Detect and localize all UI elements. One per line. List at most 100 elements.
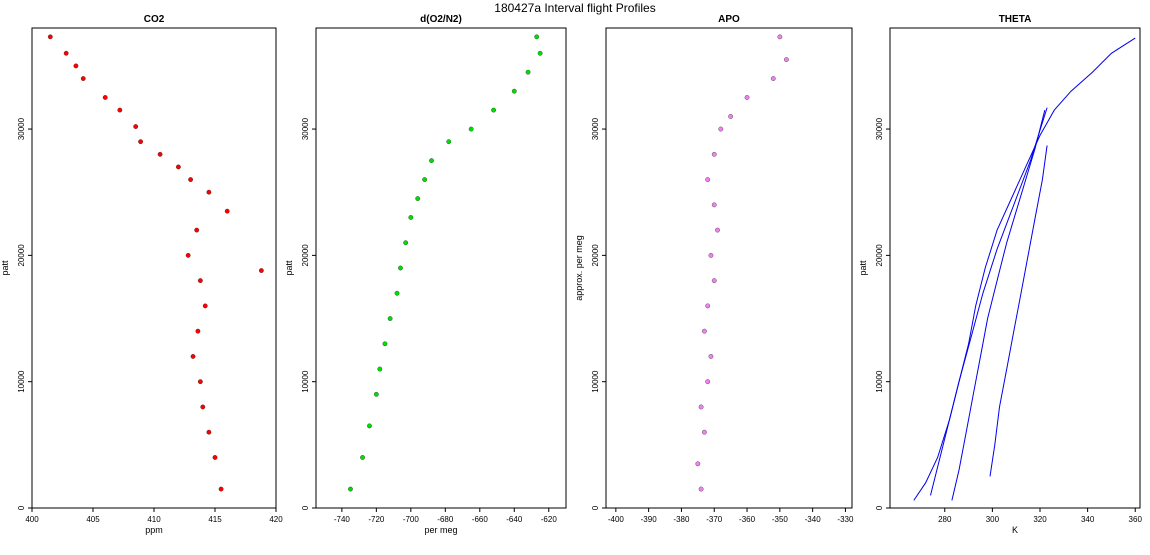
data-point: [715, 227, 720, 233]
x-tick-label: -390: [641, 515, 658, 524]
y-tick-label: 0: [301, 505, 310, 510]
data-point: [377, 366, 383, 372]
x-tick-label: -680: [437, 515, 454, 524]
panel-title: CO2: [144, 14, 165, 25]
data-point: [200, 404, 206, 410]
plot-frame: [889, 27, 1141, 509]
data-point: [429, 158, 434, 163]
y-axis-label: patt: [858, 260, 868, 276]
panel-title: d(O2/N2): [420, 14, 462, 25]
x-tick-label: -350: [772, 515, 789, 524]
x-tick-label: -330: [837, 515, 854, 524]
x-tick-label: -360: [739, 515, 756, 524]
x-tick-label: -340: [805, 515, 822, 524]
y-tick-label: 20000: [301, 244, 310, 267]
data-point: [394, 290, 400, 296]
data-line-3: [989, 145, 1048, 477]
y-tick-label: 10000: [301, 370, 310, 393]
data-layer: [695, 34, 789, 492]
data-line-1: [913, 37, 1136, 501]
data-point: [702, 429, 707, 435]
panel-4: THETA 280 300 320 340 360 0 10000 20000 30000 Kpat…: [858, 14, 1142, 535]
data-point: [360, 455, 365, 460]
x-axis-label: per meg: [424, 525, 457, 535]
data-point: [784, 57, 789, 62]
data-point: [708, 354, 714, 359]
data-point: [198, 278, 203, 283]
x-tick-label: -660: [472, 515, 489, 524]
data-point: [63, 50, 69, 56]
data-point: [534, 34, 540, 40]
data-layer: [913, 37, 1136, 501]
x-tick-label: -400: [608, 515, 625, 524]
data-point: [190, 354, 196, 359]
data-point: [387, 316, 393, 321]
panel-2: d(O2/N2) -740 -720 -700 -680 -660 -640 -620 0 100…: [284, 14, 567, 535]
y-tick-label: 20000: [591, 244, 600, 267]
data-point: [212, 455, 218, 460]
data-point: [698, 486, 704, 492]
data-point: [698, 404, 704, 410]
plot-frame: [315, 27, 567, 509]
x-tick-label: 400: [25, 515, 39, 524]
data-point: [511, 88, 517, 94]
x-tick-label: 300: [986, 515, 1000, 524]
data-point: [422, 177, 427, 182]
data-point: [537, 50, 543, 56]
panel-title: THETA: [999, 14, 1032, 25]
data-point: [525, 69, 531, 75]
data-point: [403, 240, 409, 246]
y-tick-label: 20000: [17, 244, 26, 267]
panel-1: CO2 400 405 410 415 420 0 10000 20000 30000 ppm pat…: [0, 14, 283, 535]
x-tick-label: 420: [269, 515, 283, 524]
data-point: [117, 107, 123, 113]
y-tick-label: 0: [875, 505, 884, 510]
x-tick-label: -370: [706, 515, 723, 524]
y-axis-label: approx. per meg: [574, 235, 584, 301]
data-point: [73, 63, 79, 69]
data-point: [728, 114, 733, 119]
y-tick-label: 0: [17, 505, 26, 510]
y-tick-label: 30000: [301, 117, 310, 140]
data-point: [695, 461, 701, 467]
data-point: [711, 151, 717, 157]
data-point: [102, 95, 108, 100]
x-tick-label: -640: [506, 515, 523, 524]
data-point: [185, 253, 191, 258]
data-point: [188, 177, 193, 182]
y-tick-label: 30000: [17, 117, 26, 140]
x-tick-label: -380: [673, 515, 690, 524]
data-point: [491, 107, 496, 113]
data-layer: [348, 34, 543, 492]
data-point: [367, 423, 372, 429]
x-tick-label: 320: [1033, 515, 1047, 524]
data-point: [206, 429, 212, 435]
y-tick-label: 10000: [875, 370, 884, 393]
data-line-4: [930, 107, 1048, 496]
data-layer: [47, 34, 264, 492]
x-tick-label: -700: [403, 515, 420, 524]
data-point: [259, 268, 264, 273]
data-point: [415, 196, 421, 201]
y-tick-label: 0: [591, 505, 600, 510]
data-point: [218, 486, 224, 492]
y-tick-label: 20000: [875, 244, 884, 267]
data-line-2: [951, 109, 1046, 501]
y-tick-label: 10000: [17, 370, 26, 393]
data-point: [702, 328, 707, 334]
data-point: [382, 341, 388, 347]
panel-title: APO: [718, 14, 740, 25]
data-point: [711, 278, 717, 283]
data-point: [468, 126, 474, 132]
plot-frame: [605, 27, 853, 509]
data-point: [195, 328, 201, 334]
data-point: [705, 303, 711, 309]
data-point: [408, 215, 414, 220]
x-axis-label: ppm: [145, 525, 163, 535]
data-point: [711, 202, 717, 208]
data-point: [194, 227, 200, 233]
y-axis-label: patt: [284, 260, 294, 276]
x-tick-label: 360: [1129, 515, 1143, 524]
